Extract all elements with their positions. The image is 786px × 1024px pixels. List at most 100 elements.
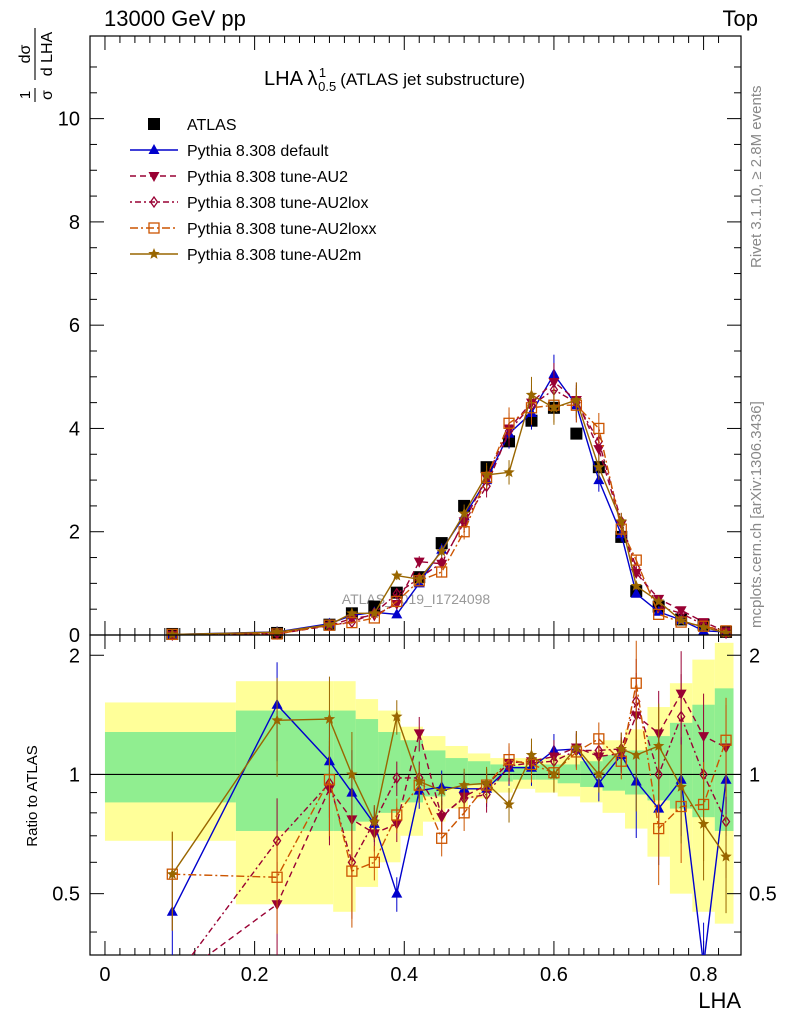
legend-label: ATLAS: [187, 117, 237, 134]
main-ytick-label: 0: [69, 625, 80, 647]
ratio-point: [653, 822, 665, 835]
legend-item: Pythia 8.308 tune-AU2m: [130, 247, 361, 264]
ratio-point: [346, 865, 358, 877]
ratio-xtick-label: 0: [99, 964, 110, 986]
ratio-point: [720, 734, 732, 746]
data-point: [482, 480, 491, 493]
ratio-point: [720, 850, 732, 862]
ratio-point: [503, 753, 515, 766]
data-point: [525, 388, 538, 400]
data-point: [391, 608, 403, 619]
data-point: [271, 626, 283, 638]
ratio-point: [368, 815, 381, 827]
ratio-point: [593, 768, 605, 780]
legend-marker: [148, 248, 160, 259]
legend-marker: [149, 195, 159, 209]
ratio-point: [169, 977, 176, 987]
ratio-ytick-label: 1: [69, 764, 80, 786]
data-point: [630, 554, 642, 566]
data-point: [548, 401, 560, 413]
legend: ATLAS Pythia 8.308 default Pythia 8.308 tu…: [130, 117, 376, 264]
ratio-point: [271, 714, 283, 726]
band-green-bin: [235, 710, 334, 831]
data-point: [436, 566, 448, 578]
ratio-point: [323, 713, 336, 724]
band-green-bin: [355, 719, 379, 822]
legend-label: Pythia 8.308 tune-AU2lox: [187, 195, 368, 212]
ratio-point: [458, 779, 470, 790]
ylabel-denominator-2: d LHA: [39, 31, 56, 76]
header-process: 13000 GeV pp: [104, 6, 246, 31]
data-point: [615, 515, 627, 527]
band-green-bin: [445, 758, 468, 789]
main-y-axis-label: 1 σ dσ d LHA: [17, 28, 56, 102]
ratio-point: [391, 809, 403, 821]
data-point: [720, 625, 732, 637]
ratio-point: [676, 710, 686, 723]
ratio-point: [166, 868, 179, 880]
main-ytick-label: 6: [69, 315, 80, 337]
data-point: [166, 628, 179, 640]
legend-marker: [148, 222, 160, 234]
ratio-y-axis-label: Ratio to ATLAS: [24, 745, 41, 846]
x-axis-label: LHA: [698, 988, 741, 1013]
legend-item: Pythia 8.308 tune-AU2lox: [130, 195, 368, 212]
analysis-watermark: ATLAS_2019_I1724098: [342, 591, 491, 607]
legend-marker: [148, 172, 160, 182]
data-point: [720, 626, 732, 638]
ratio-point: [652, 739, 665, 751]
ratio-xtick-label: 0.4: [390, 964, 418, 986]
ratio-ytick-label: 2: [69, 645, 80, 667]
legend-item: Pythia 8.308 default: [130, 143, 329, 160]
main-ytick-label: 2: [69, 522, 80, 544]
ratio-point: [615, 742, 627, 754]
ratio-point: [630, 748, 642, 760]
main-ytick-label: 4: [69, 418, 80, 440]
data-point: [435, 545, 448, 557]
ratio-point: [346, 768, 358, 780]
ratio-point: [413, 775, 425, 787]
data-point: [458, 526, 470, 538]
main-ytick-label: 10: [58, 109, 80, 131]
data-point: [413, 557, 425, 568]
ratio-ytick-label-right: 2: [749, 645, 760, 667]
ratio-xtick-label: 0.6: [540, 964, 568, 986]
data-point: [480, 468, 493, 480]
ratio-point: [570, 741, 583, 753]
ylabel-denominator-1: σ: [39, 90, 56, 100]
legend-label: Pythia 8.308 tune-AU2loxx: [187, 221, 376, 238]
main-ytick-label: 8: [69, 212, 80, 234]
data-point: [503, 466, 515, 478]
ratio-point: [480, 777, 493, 789]
data-point: [675, 606, 687, 617]
ratio-series-group: [166, 640, 732, 988]
legend-label: Pythia 8.308 tune-AU2m: [187, 247, 361, 264]
ratio-point: [697, 817, 710, 829]
ratio-point: [167, 978, 178, 988]
data-point: [630, 579, 642, 591]
legend-item: Pythia 8.308 tune-AU2: [130, 169, 348, 186]
data-point: [391, 595, 403, 608]
ratio-point: [435, 784, 448, 796]
ratio-ytick-label-right: 0.5: [749, 884, 777, 906]
data-point: [346, 616, 358, 629]
ratio-panel: 0.5 0.5 1 1 2 2 0 0.2 0.4 0.6 0.8: [52, 634, 777, 988]
data-point: [631, 561, 641, 575]
data-point: [570, 427, 583, 440]
data-point: [392, 587, 402, 600]
data-point: [652, 595, 665, 607]
data-point: [323, 618, 336, 630]
legend-item: Pythia 8.308 tune-AU2loxx: [130, 221, 376, 238]
data-point: [630, 587, 642, 598]
data-point: [653, 608, 665, 620]
ratio-frame: [89, 634, 742, 956]
legend-label: Pythia 8.308 default: [187, 143, 329, 160]
band-green-bin: [104, 732, 236, 803]
band-green-bin: [467, 761, 491, 786]
data-point: [391, 569, 403, 581]
ratio-point: [271, 871, 283, 883]
ratio-xtick-label: 0.2: [241, 964, 269, 986]
series-line: [172, 388, 727, 636]
chart-title: LHA λ 1 0.5 (ATLAS jet substructure): [264, 65, 525, 94]
